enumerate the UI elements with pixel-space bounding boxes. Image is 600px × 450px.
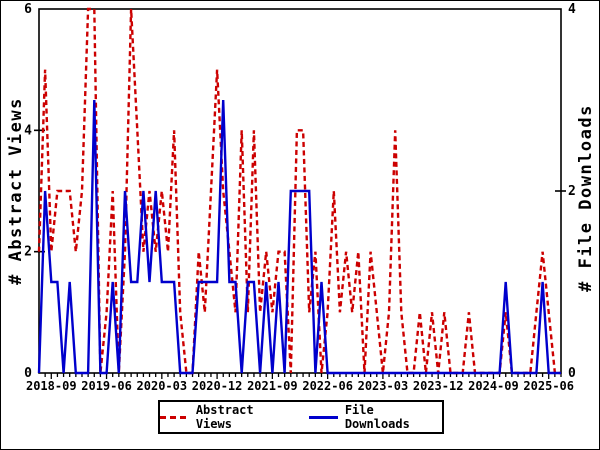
abstract-views-dashed-line-sample [160,415,189,419]
right-axis-tick-label: 2 [568,184,576,199]
x-axis-tick-label: 2022-06 [302,379,353,393]
x-axis-tick-label: 2018-09 [26,379,77,393]
x-axis-tick-label: 2020-12 [192,379,243,393]
x-axis-tick-label: 2021-09 [247,379,298,393]
left-axis-tick-label: 6 [24,2,32,17]
x-axis-tick-label: 2024-09 [468,379,519,393]
series-line-file-downloads [37,99,561,375]
x-axis-tick-label: 2023-03 [358,379,409,393]
right-axis-tick-label: 4 [568,2,576,17]
left-axis-title: # Abstract Views [6,97,26,285]
x-axis-tick-label: 2019-06 [81,379,132,393]
left-axis-tick-label: 0 [24,366,32,381]
left-axis-tick-label: 4 [24,123,32,138]
legend-label-abstract-views: Abstract Views [195,403,254,431]
right-axis-tick-label: 0 [568,366,576,381]
legend-box: Abstract Views File Downloads [158,400,444,434]
x-axis-tick-label: 2023-12 [413,379,464,393]
right-axis-title: # File Downloads [576,104,596,292]
legend-item-abstract-views: Abstract Views [160,403,293,431]
file-downloads-solid-line-sample [309,415,338,419]
x-axis-tick-label: 2025-06 [523,379,574,393]
series-line-abstract-views [37,7,561,375]
left-axis-tick-label: 2 [24,245,32,260]
legend-item-file-downloads: File Downloads [309,403,442,431]
legend-label-file-downloads: File Downloads [344,403,410,431]
x-axis-tick-label: 2020-03 [137,379,188,393]
